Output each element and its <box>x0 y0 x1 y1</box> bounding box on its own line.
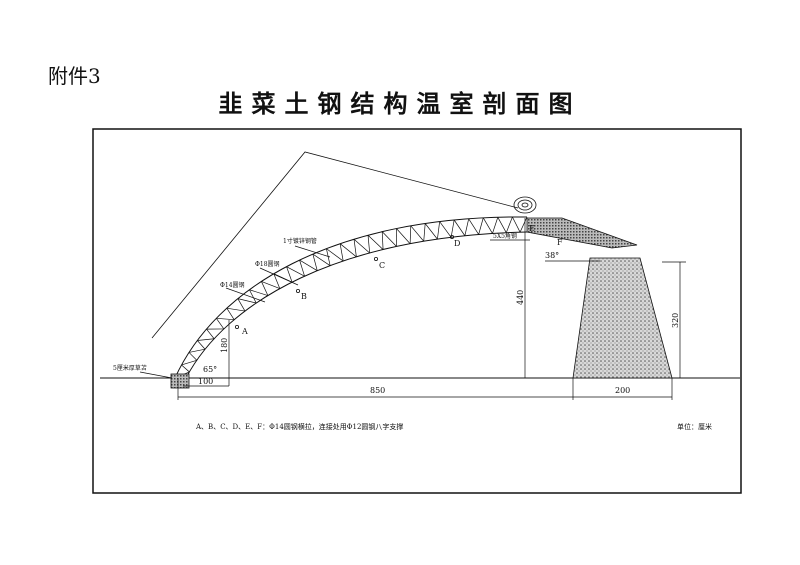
truss-member <box>339 243 357 258</box>
truss-member <box>353 238 370 254</box>
truss-member <box>482 217 493 234</box>
dim-span: 850 <box>370 386 385 395</box>
label-rod14: Φ14圆钢 <box>220 281 245 289</box>
truss-member <box>353 239 357 257</box>
truss-member <box>188 348 206 353</box>
arch-outer-chord <box>174 216 528 379</box>
page-title: 韭菜土钢结构温室剖面图 <box>218 90 582 118</box>
truss-member <box>424 223 438 240</box>
truss-member <box>197 338 215 341</box>
footnote: A、B、C、D、E、F：Φ14圆钢横拉，连接处用Φ12圆钢八字支撑 <box>195 422 403 431</box>
truss-member <box>312 253 331 266</box>
truss-member <box>206 328 215 339</box>
point-e: E <box>529 224 535 233</box>
attachment-label: 附件3 <box>48 64 101 88</box>
point-f: F <box>557 238 563 247</box>
label-rod18: Φ18圆钢 <box>255 260 280 268</box>
truss-member <box>237 298 257 304</box>
truss-member <box>437 221 440 240</box>
dim-base: 100 <box>198 377 213 386</box>
truss-member <box>423 223 426 242</box>
truss-member <box>492 217 499 234</box>
truss-member <box>468 218 479 235</box>
back-wall <box>572 257 673 379</box>
truss-member <box>326 248 331 266</box>
label-angle-steel: 5X5角钢 <box>493 232 517 240</box>
arch-inner-chord <box>185 231 528 379</box>
dim-rise: 180 <box>220 338 229 353</box>
truss-member <box>216 317 235 321</box>
dim-height: 440 <box>516 290 525 305</box>
truss-member <box>181 364 190 373</box>
dim-wall-height: 320 <box>671 313 680 328</box>
truss-member <box>312 254 318 271</box>
truss-member <box>226 307 235 320</box>
dim-wall: 200 <box>615 386 630 395</box>
truss-member <box>497 217 507 233</box>
truss-member <box>519 216 528 233</box>
insulation-slope-line <box>151 151 519 339</box>
mat-footing <box>170 373 190 389</box>
joint-markers <box>234 234 454 329</box>
truss-member <box>505 216 513 233</box>
truss-member <box>299 259 318 271</box>
angle-65: 65° <box>203 365 217 374</box>
truss-member <box>261 281 280 289</box>
truss-member <box>188 352 198 361</box>
truss-member <box>226 307 246 312</box>
truss-member <box>237 298 246 312</box>
truss-member <box>216 318 225 330</box>
roof-slab <box>526 217 638 249</box>
truss-member <box>197 340 206 350</box>
truss-member <box>261 281 269 296</box>
truss-member <box>249 289 268 296</box>
truss-member <box>299 259 305 277</box>
truss-member <box>339 243 344 262</box>
truss-member <box>367 235 371 254</box>
truss-member <box>409 225 412 244</box>
truss-member <box>381 231 397 247</box>
truss-member <box>249 289 257 304</box>
angle-38: 38° <box>545 251 559 260</box>
truss-member <box>410 225 425 242</box>
truss-member <box>367 234 384 250</box>
point-d: D <box>454 239 460 248</box>
truss-member <box>478 217 484 235</box>
truss-member <box>273 273 281 289</box>
unit-label: 单位：厘米 <box>677 422 712 431</box>
truss-member <box>439 221 452 238</box>
point-c: C <box>379 261 385 270</box>
truss-member <box>286 266 293 283</box>
dimension-lines <box>139 218 686 400</box>
truss-member <box>464 218 470 236</box>
label-pipe: 1寸镀锌钢管 <box>283 237 317 245</box>
label-mat: 5厘米厚草苫 <box>113 364 147 372</box>
truss-member <box>396 228 411 244</box>
truss-member <box>453 219 466 236</box>
drawing-frame <box>92 128 742 494</box>
truss-member <box>381 231 384 250</box>
truss-member <box>181 359 197 366</box>
point-a: A <box>241 327 248 336</box>
truss-member <box>512 216 521 233</box>
truss-member <box>286 266 305 277</box>
truss-member <box>326 248 344 262</box>
truss-web <box>174 216 528 379</box>
truss-member <box>450 219 455 238</box>
rolled-mat-icon <box>513 196 537 214</box>
point-b: B <box>301 292 307 301</box>
